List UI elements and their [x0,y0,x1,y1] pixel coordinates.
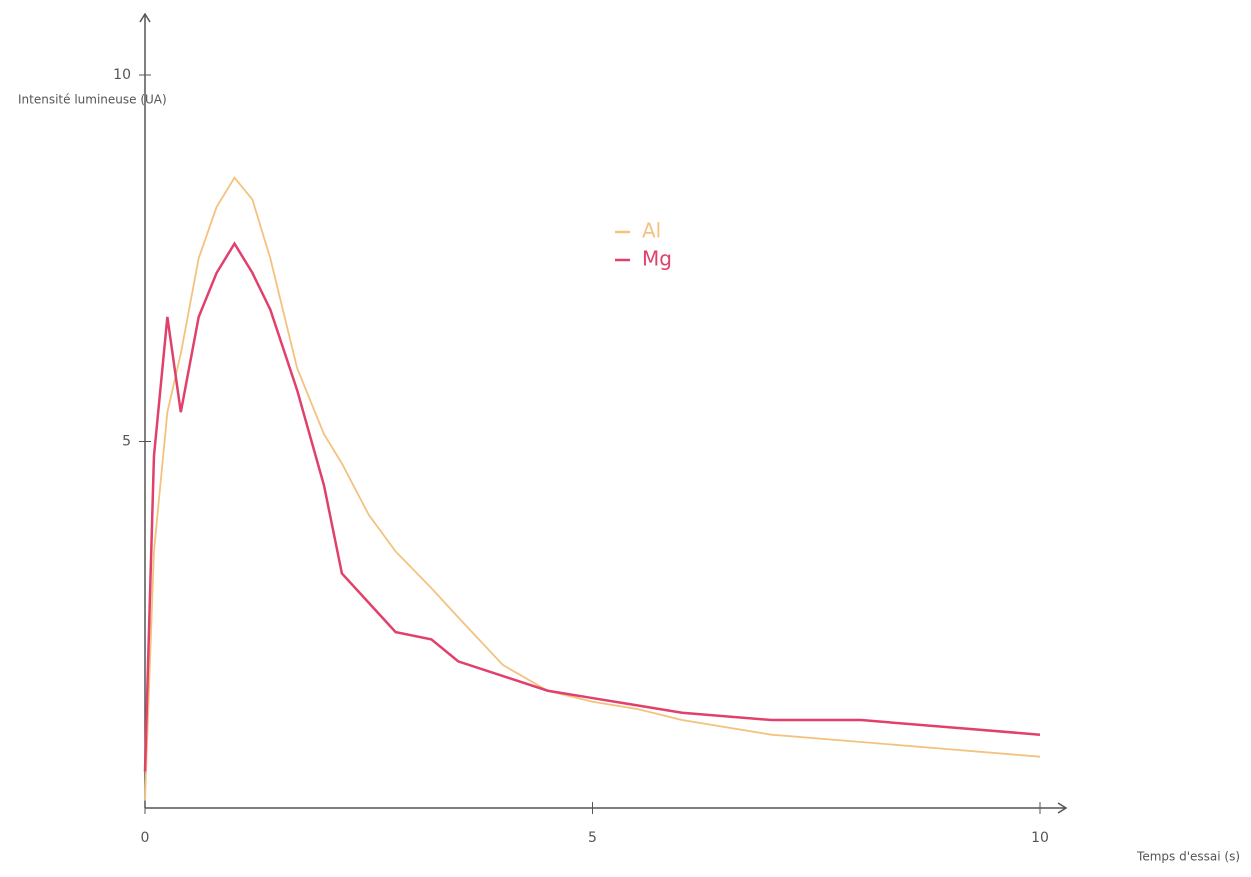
x-axis-arrow [1057,802,1068,814]
x-tick-label: 0 [141,830,150,846]
y-axis-arrow [139,12,151,23]
legend-label: Al [642,219,661,243]
y-tick-label: 5 [122,434,131,450]
series-line [144,176,1041,801]
y-axis-label: Intensité lumineuse (UA) [18,93,167,107]
legend-label: Mg [642,247,672,271]
x-tick-label: 5 [588,830,597,846]
x-axis-label: Temps d'essai (s) [1136,850,1240,864]
x-tick-label: 10 [1031,830,1049,846]
y-tick-label: 10 [113,67,131,83]
series-line [143,241,1041,772]
